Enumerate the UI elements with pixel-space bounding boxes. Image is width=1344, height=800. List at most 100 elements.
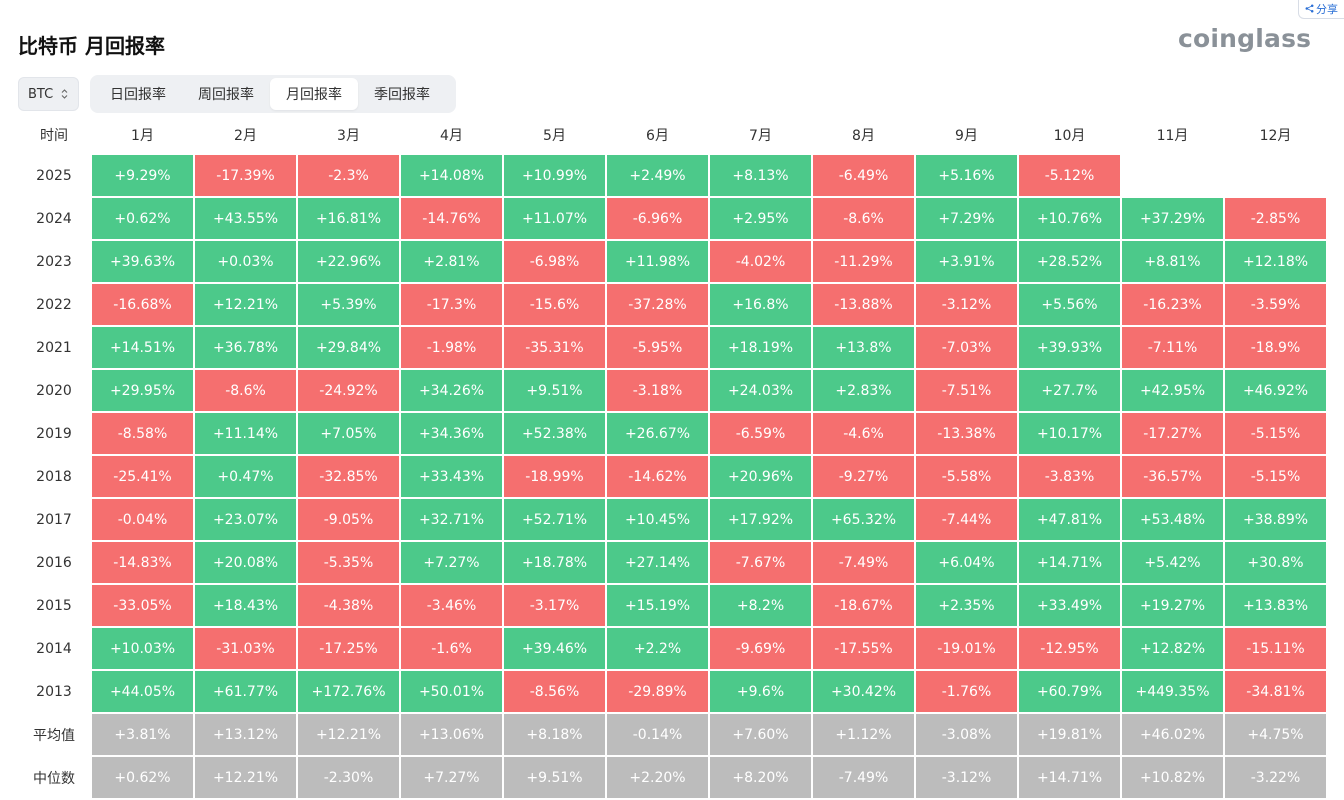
- return-cell: +47.81%: [1019, 499, 1120, 540]
- return-cell: -14.83%: [92, 542, 193, 583]
- return-cell: -15.11%: [1225, 628, 1326, 669]
- return-cell: +2.20%: [607, 757, 708, 798]
- return-cell: +32.71%: [401, 499, 502, 540]
- year-label: 2020: [36, 382, 72, 399]
- year-label: 2025: [36, 167, 72, 184]
- return-cell: +37.29%: [1122, 198, 1223, 239]
- return-cell: +2.2%: [607, 628, 708, 669]
- return-cell: +7.05%: [298, 413, 399, 454]
- tab-2[interactable]: 月回报率: [270, 78, 358, 110]
- return-cell: +13.8%: [813, 327, 914, 368]
- return-cell: +18.43%: [195, 585, 296, 626]
- return-cell: -36.57%: [1122, 456, 1223, 497]
- return-cell: -17.25%: [298, 628, 399, 669]
- stat-label: 中位数: [33, 770, 75, 787]
- year-label: 2015: [36, 597, 72, 614]
- return-cell: +2.49%: [607, 155, 708, 196]
- return-cell: +7.27%: [401, 542, 502, 583]
- return-cell: -3.83%: [1019, 456, 1120, 497]
- return-cell: -31.03%: [195, 628, 296, 669]
- return-cell: +12.21%: [298, 714, 399, 755]
- return-cell: +9.6%: [710, 671, 811, 712]
- return-cell: -5.15%: [1225, 456, 1326, 497]
- return-cell: -7.44%: [916, 499, 1017, 540]
- return-cell: +7.60%: [710, 714, 811, 755]
- return-cell: -3.12%: [916, 757, 1017, 798]
- return-cell: +0.03%: [195, 241, 296, 282]
- return-cell: -35.31%: [504, 327, 605, 368]
- return-cell: +23.07%: [195, 499, 296, 540]
- return-cell: +0.62%: [92, 757, 193, 798]
- return-cell: -15.6%: [504, 284, 605, 325]
- return-cell: -7.49%: [813, 542, 914, 583]
- month-header: 3月: [337, 128, 360, 144]
- return-cell: +1.12%: [813, 714, 914, 755]
- return-cell: +10.76%: [1019, 198, 1120, 239]
- return-cell: +27.14%: [607, 542, 708, 583]
- return-cell: -3.08%: [916, 714, 1017, 755]
- return-cell: -6.49%: [813, 155, 914, 196]
- month-header: 4月: [440, 128, 463, 144]
- return-cell: -33.05%: [92, 585, 193, 626]
- page-title: 比特币 月回报率: [18, 34, 165, 58]
- return-cell: +20.08%: [195, 542, 296, 583]
- return-cell: +61.77%: [195, 671, 296, 712]
- year-label: 2013: [36, 683, 72, 700]
- month-header: 9月: [955, 128, 978, 144]
- return-cell: +19.27%: [1122, 585, 1223, 626]
- return-cell: +27.7%: [1019, 370, 1120, 411]
- return-cell: +30.42%: [813, 671, 914, 712]
- return-cell: -4.38%: [298, 585, 399, 626]
- return-cell: +12.18%: [1225, 241, 1326, 282]
- return-cell: +0.62%: [92, 198, 193, 239]
- return-cell: +14.71%: [1019, 757, 1120, 798]
- tab-0[interactable]: 日回报率: [110, 87, 166, 103]
- return-cell: -19.01%: [916, 628, 1017, 669]
- return-cell: +13.83%: [1225, 585, 1326, 626]
- chevron-updown-icon: [61, 88, 68, 100]
- month-header: 12月: [1259, 128, 1292, 144]
- return-cell: -3.22%: [1225, 757, 1326, 798]
- return-cell: -16.68%: [92, 284, 193, 325]
- header-time: 时间: [40, 128, 68, 144]
- return-cell: -17.55%: [813, 628, 914, 669]
- return-cell: +53.48%: [1122, 499, 1223, 540]
- return-cell: +5.42%: [1122, 542, 1223, 583]
- share-button[interactable]: 分享: [1298, 0, 1344, 19]
- return-cell: +2.83%: [813, 370, 914, 411]
- return-cell: +5.16%: [916, 155, 1017, 196]
- return-cell: +11.98%: [607, 241, 708, 282]
- return-cell: -9.27%: [813, 456, 914, 497]
- year-label: 2022: [36, 296, 72, 313]
- return-cell: +39.63%: [92, 241, 193, 282]
- return-cell: +28.52%: [1019, 241, 1120, 282]
- return-cell: +172.76%: [298, 671, 399, 712]
- year-label: 2018: [36, 468, 72, 485]
- tab-1[interactable]: 周回报率: [198, 87, 254, 103]
- month-header: 6月: [646, 128, 669, 144]
- month-header: 11月: [1156, 128, 1189, 144]
- return-cell: -6.59%: [710, 413, 811, 454]
- return-cell: +10.45%: [607, 499, 708, 540]
- return-cell: -12.95%: [1019, 628, 1120, 669]
- return-cell: -11.29%: [813, 241, 914, 282]
- year-label: 2017: [36, 511, 72, 528]
- return-cell: -5.58%: [916, 456, 1017, 497]
- return-cell: +19.81%: [1019, 714, 1120, 755]
- return-cell: -1.98%: [401, 327, 502, 368]
- return-cell: -3.46%: [401, 585, 502, 626]
- return-cell: +8.13%: [710, 155, 811, 196]
- return-cell: +44.05%: [92, 671, 193, 712]
- return-cell: +60.79%: [1019, 671, 1120, 712]
- return-cell: +39.93%: [1019, 327, 1120, 368]
- month-header: 1月: [131, 128, 154, 144]
- coin-select[interactable]: BTC: [18, 77, 79, 111]
- return-cell: -2.3%: [298, 155, 399, 196]
- return-cell: -7.03%: [916, 327, 1017, 368]
- return-cell: -1.6%: [401, 628, 502, 669]
- return-cell: +8.18%: [504, 714, 605, 755]
- return-cell: +9.51%: [504, 757, 605, 798]
- return-cell: +16.8%: [710, 284, 811, 325]
- return-cell: [1225, 155, 1326, 196]
- tab-3[interactable]: 季回报率: [374, 87, 430, 103]
